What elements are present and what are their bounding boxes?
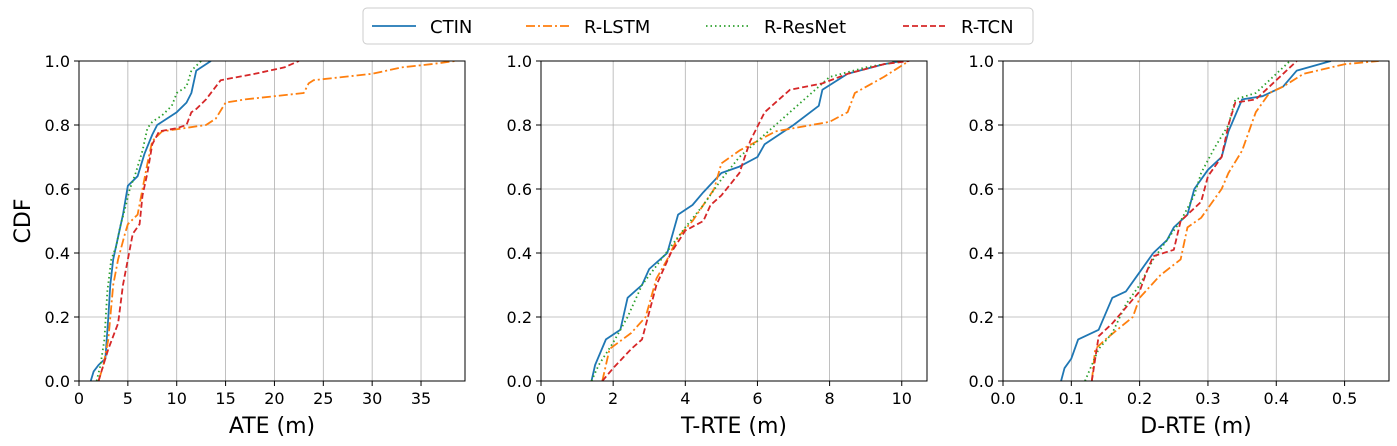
- series-line-r-resnet: [1084, 61, 1291, 381]
- y-tick-label: 0.6: [507, 180, 532, 199]
- y-tick-label: 0.8: [507, 116, 532, 135]
- x-tick-label: 0.0: [990, 389, 1015, 408]
- axes-frame: [1002, 60, 1390, 382]
- x-tick-label: 0.2: [1127, 389, 1152, 408]
- y-tick-label: 1.0: [45, 52, 70, 71]
- chart-panel-3: 0.0 0.1 0.2 0.3 0.4 0.5 0.0 0.2 0.4 0.6 0.8 1.0 D-RT…: [969, 52, 1390, 439]
- axes-frame: [78, 60, 466, 382]
- legend-item-ctin: CTIN: [372, 17, 472, 38]
- legend-label: CTIN: [430, 17, 472, 38]
- chart-panel-1: 0 5 10 15 20 25 30 35 0.0 0.2 0.4 0.6 0.8 1.0 ATE (m) C…: [11, 52, 466, 439]
- y-tick-label: 0.4: [969, 244, 994, 263]
- series-line-r-resnet: [590, 61, 902, 381]
- legend-frame: [362, 7, 1034, 45]
- legend-label: R-TCN: [961, 17, 1014, 38]
- x-tick-label: 0.5: [1332, 389, 1357, 408]
- legend-label: R-LSTM: [584, 17, 650, 38]
- x-tick-label: 10: [167, 389, 187, 408]
- x-tick-label: 4: [680, 389, 690, 408]
- series-group: [1060, 61, 1379, 381]
- series-line-r-lstm: [97, 61, 456, 381]
- legend-item-r-lstm: R-LSTM: [526, 17, 650, 38]
- x-tick-label: 25: [313, 389, 333, 408]
- x-tick-label: 0: [536, 389, 546, 408]
- y-axis-label: CDF: [11, 199, 36, 244]
- legend: CTIN R-LSTM R-ResNet R-TCN: [362, 7, 1034, 45]
- y-tick-label: 0.8: [969, 116, 994, 135]
- series-line-ctin: [1060, 61, 1332, 381]
- y-tick-label: 1.0: [969, 52, 994, 71]
- chart-panel-2: 0 2 4 6 8 10 0.0 0.2 0.4 0.6 0.8 1.0 T-RTE (m): [507, 52, 928, 439]
- legend-item-r-resnet: R-ResNet: [706, 17, 846, 38]
- x-tick-label: 6: [752, 389, 762, 408]
- y-tick-label: 1.0: [507, 52, 532, 71]
- x-tick-label: 0.1: [1059, 389, 1084, 408]
- series-line-r-lstm: [601, 61, 910, 381]
- x-tick-label: 0.4: [1264, 389, 1289, 408]
- y-tick-label: 0.6: [45, 180, 70, 199]
- y-tick-label: 0.0: [969, 372, 994, 391]
- series-line-r-tcn: [1090, 61, 1298, 381]
- x-tick-label: 0.3: [1195, 389, 1220, 408]
- x-tick-label: 30: [362, 389, 382, 408]
- series-line-r-tcn: [97, 61, 300, 381]
- series-line-ctin: [590, 61, 902, 381]
- series-line-r-resnet: [95, 61, 202, 381]
- x-tick-label: 20: [264, 389, 284, 408]
- y-tick-label: 0.2: [507, 308, 532, 327]
- x-tick-label: 2: [608, 389, 618, 408]
- y-tick-label: 0.4: [45, 244, 70, 263]
- series-group: [89, 61, 456, 381]
- x-tick-label: 5: [123, 389, 133, 408]
- x-tick-label: 8: [825, 389, 835, 408]
- series-line-r-lstm: [1090, 61, 1379, 381]
- x-axis-label: T-RTE (m): [680, 414, 787, 439]
- y-tick-label: 0.8: [45, 116, 70, 135]
- y-tick-label: 0.4: [507, 244, 532, 263]
- y-tick-label: 0.2: [969, 308, 994, 327]
- legend-label: R-ResNet: [764, 17, 846, 38]
- series-group: [590, 61, 910, 381]
- series-line-ctin: [89, 61, 212, 381]
- x-axis-label: D-RTE (m): [1140, 414, 1252, 439]
- y-tick-label: 0.2: [45, 308, 70, 327]
- x-axis-label: ATE (m): [229, 414, 315, 439]
- legend-item-r-tcn: R-TCN: [903, 17, 1014, 38]
- series-line-r-tcn: [601, 61, 910, 381]
- axes-frame: [540, 60, 928, 382]
- x-tick-label: 15: [215, 389, 235, 408]
- x-tick-label: 0: [74, 389, 84, 408]
- x-tick-label: 10: [892, 389, 912, 408]
- x-tick-label: 35: [411, 389, 431, 408]
- y-tick-label: 0.6: [969, 180, 994, 199]
- y-tick-label: 0.0: [45, 372, 70, 391]
- y-tick-label: 0.0: [507, 372, 532, 391]
